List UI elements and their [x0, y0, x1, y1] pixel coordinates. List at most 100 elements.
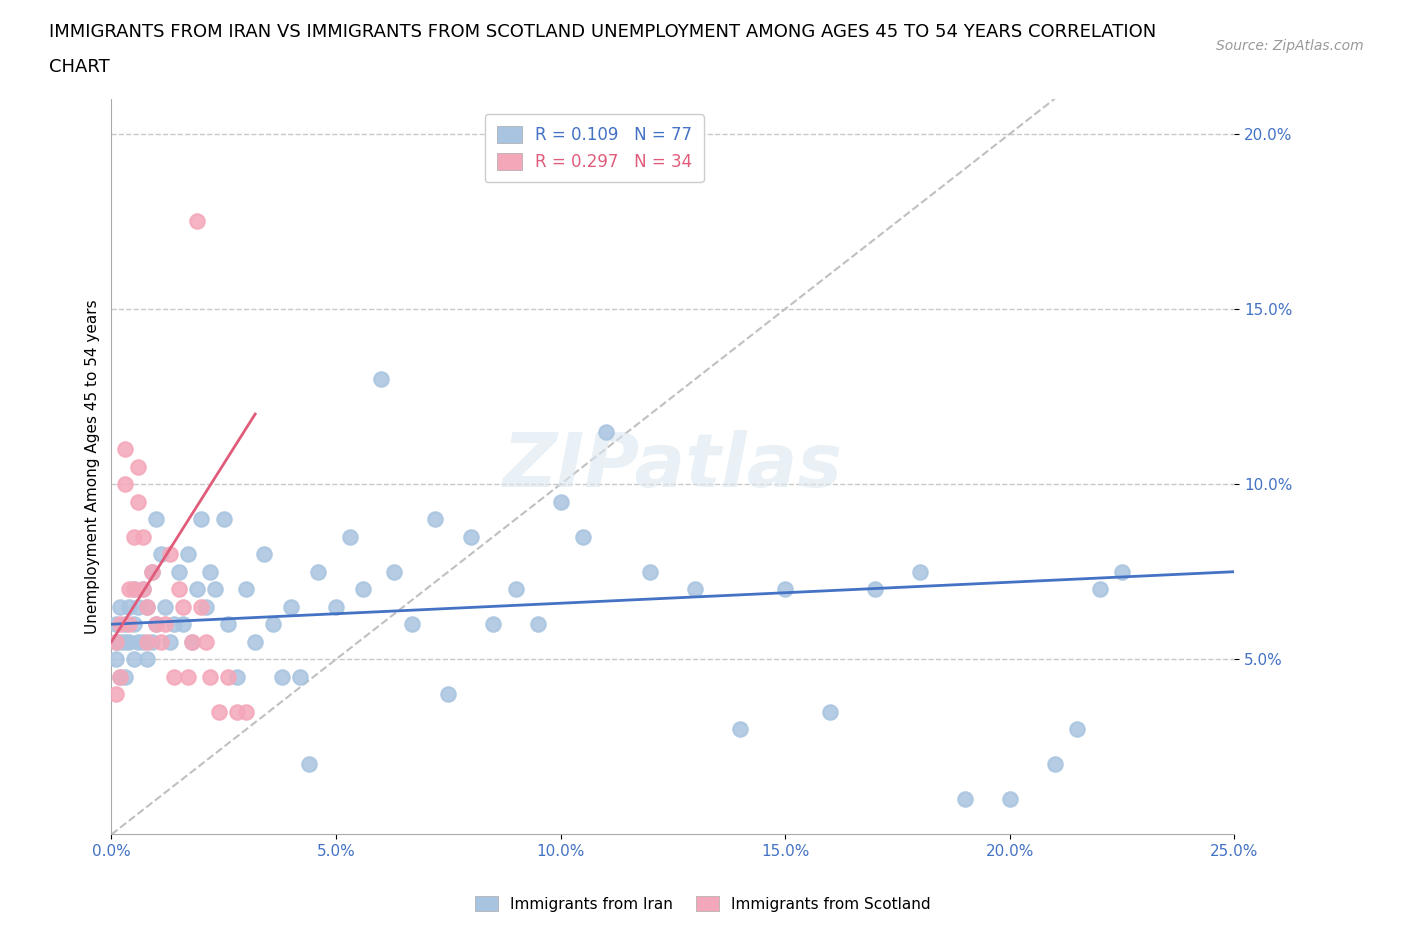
Point: [1111, 565, 1133, 579]
Text: ZIPatlas: ZIPatlas: [503, 430, 844, 503]
Point: [186, 582, 208, 597]
Point: [181, 634, 204, 649]
Point: [132, 582, 155, 597]
Text: IMMIGRANTS FROM IRAN VS IMMIGRANTS FROM SCOTLAND UNEMPLOYMENT AMONG AGES 45 TO 5: IMMIGRANTS FROM IRAN VS IMMIGRANTS FROM …: [49, 23, 1157, 41]
Point: [325, 599, 347, 614]
Point: [243, 634, 266, 649]
Point: [132, 582, 155, 597]
Point: [136, 634, 159, 649]
Point: [280, 599, 302, 614]
Point: [127, 459, 149, 474]
Point: [998, 792, 1021, 807]
Point: [132, 529, 155, 544]
Point: [190, 512, 212, 526]
Legend: Immigrants from Iran, Immigrants from Scotland: Immigrants from Iran, Immigrants from Sc…: [470, 889, 936, 918]
Point: [104, 634, 127, 649]
Point: [460, 529, 482, 544]
Point: [818, 704, 841, 719]
Point: [104, 617, 127, 631]
Point: [145, 512, 167, 526]
Point: [145, 617, 167, 631]
Point: [122, 529, 145, 544]
Point: [163, 670, 186, 684]
Point: [172, 617, 194, 631]
Point: [122, 652, 145, 667]
Point: [482, 617, 505, 631]
Point: [122, 582, 145, 597]
Point: [163, 617, 186, 631]
Point: [253, 547, 276, 562]
Point: [132, 634, 155, 649]
Point: [167, 582, 190, 597]
Point: [1066, 722, 1088, 737]
Point: [190, 599, 212, 614]
Point: [145, 617, 167, 631]
Point: [953, 792, 976, 807]
Point: [384, 565, 406, 579]
Point: [118, 599, 141, 614]
Point: [194, 599, 217, 614]
Point: [149, 634, 172, 649]
Point: [212, 512, 235, 526]
Point: [550, 494, 572, 509]
Y-axis label: Unemployment Among Ages 45 to 54 years: Unemployment Among Ages 45 to 54 years: [86, 299, 100, 634]
Point: [186, 214, 208, 229]
Point: [1088, 582, 1111, 597]
Point: [595, 424, 617, 439]
Point: [370, 372, 392, 387]
Point: [118, 634, 141, 649]
Point: [730, 722, 752, 737]
Point: [104, 687, 127, 702]
Point: [437, 687, 460, 702]
Point: [271, 670, 294, 684]
Point: [136, 652, 159, 667]
Point: [155, 599, 177, 614]
Point: [208, 704, 231, 719]
Point: [685, 582, 707, 597]
Point: [104, 652, 127, 667]
Point: [423, 512, 446, 526]
Point: [908, 565, 931, 579]
Point: [136, 599, 159, 614]
Point: [339, 529, 361, 544]
Point: [114, 442, 136, 457]
Point: [505, 582, 527, 597]
Legend: R = 0.109   N = 77, R = 0.297   N = 34: R = 0.109 N = 77, R = 0.297 N = 34: [485, 114, 704, 182]
Point: [177, 670, 200, 684]
Point: [1043, 757, 1066, 772]
Point: [127, 634, 149, 649]
Point: [200, 565, 222, 579]
Point: [352, 582, 374, 597]
Point: [141, 634, 163, 649]
Point: [110, 670, 132, 684]
Point: [527, 617, 550, 631]
Point: [181, 634, 204, 649]
Point: [122, 582, 145, 597]
Point: [159, 634, 181, 649]
Text: Source: ZipAtlas.com: Source: ZipAtlas.com: [1216, 39, 1364, 53]
Point: [104, 634, 127, 649]
Point: [226, 704, 249, 719]
Point: [307, 565, 329, 579]
Point: [122, 617, 145, 631]
Point: [572, 529, 595, 544]
Point: [200, 670, 222, 684]
Point: [149, 547, 172, 562]
Point: [226, 670, 249, 684]
Point: [194, 634, 217, 649]
Point: [863, 582, 886, 597]
Point: [114, 634, 136, 649]
Point: [155, 617, 177, 631]
Point: [172, 599, 194, 614]
Point: [110, 617, 132, 631]
Text: CHART: CHART: [49, 58, 110, 75]
Point: [141, 565, 163, 579]
Point: [136, 599, 159, 614]
Point: [159, 547, 181, 562]
Point: [118, 617, 141, 631]
Point: [114, 477, 136, 492]
Point: [262, 617, 284, 631]
Point: [114, 670, 136, 684]
Point: [167, 565, 190, 579]
Point: [127, 599, 149, 614]
